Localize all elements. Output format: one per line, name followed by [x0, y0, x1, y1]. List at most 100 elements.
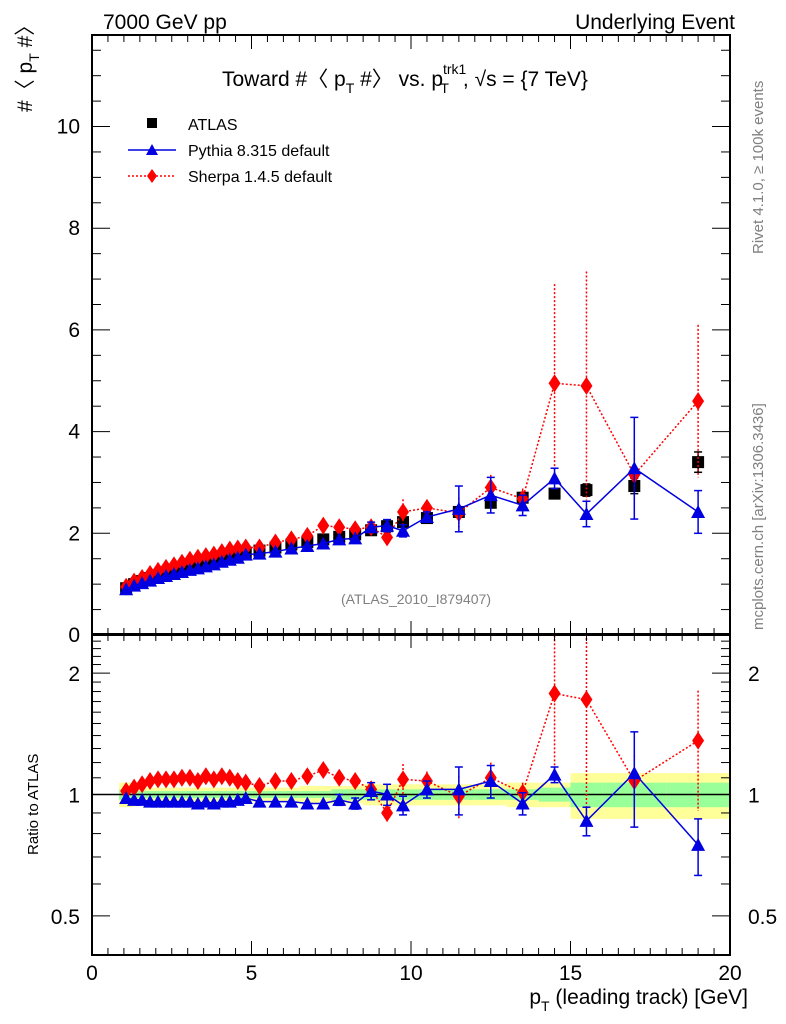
x-axis-label: pT (leading track) [GeV] [529, 986, 748, 1014]
title-part-b: #〉 vs. p [354, 68, 443, 91]
sherpa-ratio-point [349, 772, 362, 791]
sherpa-point [183, 550, 196, 569]
pythia-ratio-point [119, 791, 134, 805]
sherpa-ratio-point [231, 772, 244, 791]
pythia-ratio-point [284, 794, 299, 808]
legend-label-atlas: ATLAS [188, 117, 238, 134]
atlas-point [580, 484, 593, 497]
analysis-watermark: (ATLAS_2010_I879407) [341, 591, 491, 607]
legend-marker-atlas [147, 118, 157, 128]
title-sub2: T [440, 80, 449, 96]
pythia-ratio-point [348, 796, 363, 810]
sherpa-ratio-point [285, 772, 298, 791]
pythia-ratio-point [252, 794, 267, 808]
sherpa-ratio-point [167, 770, 180, 789]
sherpa-point [333, 518, 346, 537]
pythia-ratio-point [198, 794, 213, 808]
pythia-point [119, 582, 134, 596]
sherpa-ratio-point [253, 776, 266, 795]
main-y-tick-label: 2 [68, 522, 80, 545]
x-tick-label: 0 [86, 962, 98, 985]
sherpa-point [231, 539, 244, 558]
pythia-ratio-point [515, 796, 530, 810]
x-tick-label: 10 [399, 962, 422, 985]
legend-marker-sherpa [147, 169, 157, 183]
sherpa-point [692, 392, 705, 411]
legend-marker-pythia [146, 144, 158, 155]
pythia-ratio-point [691, 837, 706, 851]
x-tick-label: 5 [246, 962, 258, 985]
pythia-ratio-point [419, 782, 434, 796]
pythia-point [238, 547, 253, 561]
pythia-point [547, 471, 562, 485]
sherpa-ratio-point [692, 731, 705, 750]
sherpa-point [580, 376, 593, 395]
x-tick-label: 15 [559, 962, 582, 985]
sherpa-ratio-point [144, 772, 157, 791]
legend-label-pythia: Pythia 8.315 default [188, 143, 330, 160]
header-left-label: 7000 GeV pp [103, 11, 227, 34]
pythia-ratio-point [483, 774, 498, 788]
pythia-point [515, 498, 530, 512]
sherpa-point [269, 533, 282, 552]
sherpa-point [285, 530, 298, 549]
title-part-c: , √s = {7 TeV} [463, 68, 588, 91]
pythia-ratio-point [396, 798, 411, 812]
pythia-point [627, 461, 642, 475]
title-sub1: T [346, 80, 355, 96]
legend: ATLAS Pythia 8.315 default Sherpa 1.4.5 … [128, 117, 333, 186]
sherpa-point [215, 543, 228, 562]
pythia-ratio-point [268, 794, 283, 808]
pythia-point [451, 501, 466, 515]
mcplots-label: mcplots.cern.ch [arXiv:1306.3436] [750, 403, 767, 630]
ratio-y-tick-label-left: 1 [68, 785, 80, 808]
main-y-tick-label: 10 [57, 116, 80, 139]
sherpa-point [397, 502, 410, 521]
pythia-point [419, 510, 434, 524]
sherpa-point [191, 548, 204, 567]
pythia-point [396, 523, 411, 537]
sherpa-point [199, 547, 212, 566]
sherpa-point [207, 545, 220, 564]
pythia-ratio-point [627, 766, 642, 780]
pythia-ratio-point [135, 792, 150, 806]
ratio-y-tick-label-right: 2 [748, 663, 760, 686]
pythia-point [579, 506, 594, 520]
title-sup: trk1 [443, 61, 467, 77]
x-tick-label: 20 [718, 962, 741, 985]
sherpa-point [381, 528, 394, 547]
sherpa-point [301, 526, 314, 545]
main-y-tick-label: 0 [68, 624, 80, 647]
pythia-point [252, 546, 267, 560]
sherpa-ratio-point [175, 768, 188, 787]
sherpa-ratio-point [160, 770, 173, 789]
sherpa-point [349, 520, 362, 539]
sherpa-point [167, 556, 180, 575]
sherpa-ratio-point [580, 690, 593, 709]
pythia-point [300, 539, 315, 553]
sherpa-point [223, 540, 236, 559]
ratio-y-tick-label-left: 0.5 [51, 906, 80, 929]
pythia-ratio-point [316, 796, 331, 810]
pythia-ratio-point [238, 791, 253, 805]
ratio-y-tick-label-right: 1 [748, 785, 760, 808]
pythia-ratio-point [364, 784, 379, 798]
pythia-point [483, 488, 498, 502]
sherpa-ratio-point [317, 761, 330, 780]
pythia-ratio-point [451, 782, 466, 796]
ratio-panel: 0.5 0.5 1 1 2 2 Ratio to ATLAS [25, 633, 777, 956]
pythia-ratio-point [300, 796, 315, 810]
chart-title: Toward #〈 pT #〉 vs. ptrk1 T, √s = {7 TeV} [222, 61, 588, 96]
sherpa-ratio-line [125, 692, 699, 815]
header-right-label: Underlying Event [575, 11, 735, 34]
main-y-tick-label: 6 [68, 319, 80, 342]
ratio-y-axis-label: Ratio to ATLAS [25, 754, 42, 855]
pythia-point [284, 541, 299, 555]
sherpa-ratio-point [301, 767, 314, 786]
sherpa-point [160, 558, 173, 577]
pythia-ratio-point [380, 787, 395, 801]
pythia-ratio-point [547, 767, 562, 781]
sherpa-point [317, 516, 330, 535]
pythia-point [691, 504, 706, 518]
